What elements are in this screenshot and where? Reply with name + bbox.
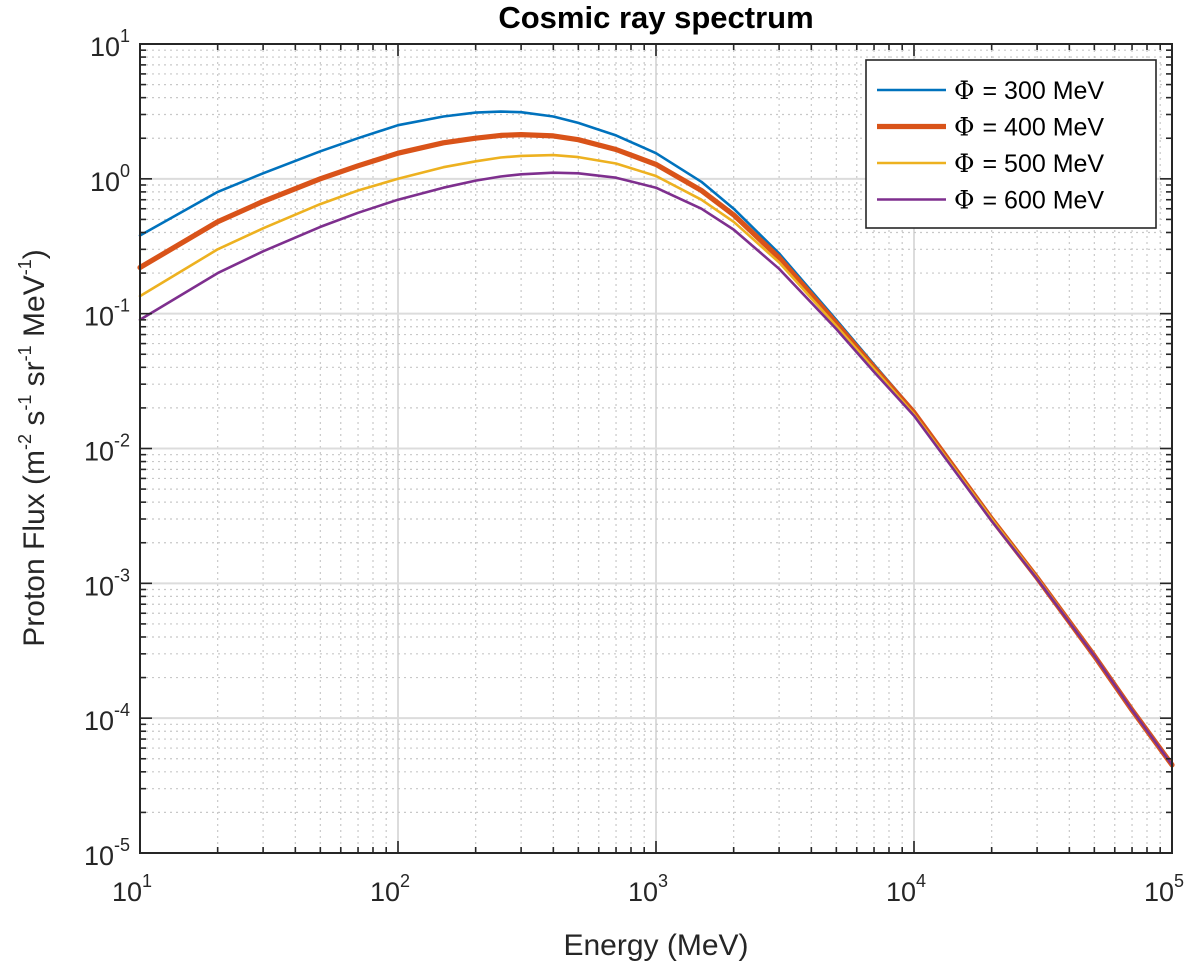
legend-entries: Φ = 300 MeV Φ = 400 MeV Φ = 500 MeV Φ = 600 MeV bbox=[877, 76, 1104, 215]
x-tick-label: 103 bbox=[628, 871, 668, 907]
y-tick-base: 10 bbox=[90, 32, 120, 62]
legend-label-2: Φ = 400 MeV bbox=[954, 113, 1104, 142]
y-tick-base: 10 bbox=[84, 302, 114, 332]
y-label-exp-3: -1 bbox=[15, 345, 35, 361]
x-tick-label: 101 bbox=[112, 871, 152, 907]
legend-series-name: = 600 MeV bbox=[983, 187, 1105, 215]
y-tick-base: 10 bbox=[84, 841, 114, 871]
y-tick-exp: -4 bbox=[114, 700, 130, 720]
plot-lines bbox=[137, 110, 1175, 768]
x-tick-label: 102 bbox=[370, 871, 410, 907]
y-tick-label: 10-2 bbox=[84, 431, 130, 467]
x-tick-label: 104 bbox=[886, 871, 926, 907]
legend-label-3: Φ = 500 MeV bbox=[954, 149, 1104, 178]
y-tick-label: 10-1 bbox=[84, 296, 130, 332]
y-tick-exp: -3 bbox=[114, 565, 130, 585]
series-line-4 bbox=[138, 171, 1174, 767]
y-tick-exp: 1 bbox=[120, 26, 130, 46]
y-tick-exp: -2 bbox=[114, 431, 130, 451]
y-tick-base: 10 bbox=[84, 571, 114, 601]
legend-phi-symbol: Φ bbox=[954, 149, 975, 178]
x-axis-label: Energy (MeV) bbox=[563, 929, 748, 962]
y-label-mid-3: MeV bbox=[18, 275, 51, 345]
y-label-exp-2: -1 bbox=[15, 395, 35, 411]
y-tick-exp: -5 bbox=[114, 835, 130, 855]
y-tick-label: 101 bbox=[90, 26, 130, 62]
x-tick-exp: 2 bbox=[400, 871, 410, 891]
y-tick-exp: 0 bbox=[120, 161, 130, 181]
legend-series-name: = 500 MeV bbox=[983, 150, 1105, 178]
y-tick-label: 10-3 bbox=[84, 565, 130, 601]
y-label-exp-1: -2 bbox=[15, 434, 35, 450]
legend-phi-symbol: Φ bbox=[954, 76, 975, 105]
legend-label-4: Φ = 600 MeV bbox=[954, 186, 1104, 215]
legend-label-1: Φ = 300 MeV bbox=[954, 76, 1104, 105]
y-label-suffix: ) bbox=[18, 249, 51, 259]
y-tick-base: 10 bbox=[84, 706, 114, 736]
x-tick-base: 10 bbox=[1144, 877, 1174, 907]
y-tick-label: 10-5 bbox=[84, 835, 130, 871]
y-tick-exp: -1 bbox=[114, 296, 130, 316]
legend-phi-symbol: Φ bbox=[954, 186, 975, 215]
x-tick-base: 10 bbox=[628, 877, 658, 907]
y-label-mid-1: s bbox=[18, 411, 51, 434]
y-tick-label: 10-4 bbox=[84, 700, 130, 736]
x-tick-exp: 1 bbox=[142, 871, 152, 891]
y-tick-base: 10 bbox=[90, 167, 120, 197]
y-tick-base: 10 bbox=[84, 437, 114, 467]
legend-series-name: = 400 MeV bbox=[983, 114, 1105, 142]
x-tick-base: 10 bbox=[112, 877, 142, 907]
legend: Φ = 300 MeV Φ = 400 MeV Φ = 500 MeV Φ = 600 MeV bbox=[865, 59, 1157, 229]
x-tick-label: 105 bbox=[1144, 871, 1184, 907]
y-tick-label: 100 bbox=[90, 161, 130, 197]
chart-title: Cosmic ray spectrum bbox=[498, 0, 813, 35]
x-tick-base: 10 bbox=[886, 877, 916, 907]
x-tick-base: 10 bbox=[370, 877, 400, 907]
x-tick-labels: 101 102 103 104 105 bbox=[112, 871, 1184, 907]
y-axis-label: Proton Flux (m-2 s-1 sr-1 MeV-1) bbox=[15, 249, 51, 646]
y-label-prefix: Proton Flux (m bbox=[18, 450, 51, 647]
x-tick-exp: 3 bbox=[658, 871, 668, 891]
x-tick-exp: 4 bbox=[916, 871, 926, 891]
y-label-mid-2: sr bbox=[18, 361, 51, 394]
y-label-exp-4: -1 bbox=[15, 259, 35, 275]
legend-series-name: = 300 MeV bbox=[983, 77, 1105, 105]
legend-phi-symbol: Φ bbox=[954, 113, 975, 142]
tick-marks bbox=[139, 43, 1173, 854]
x-tick-exp: 5 bbox=[1174, 871, 1184, 891]
